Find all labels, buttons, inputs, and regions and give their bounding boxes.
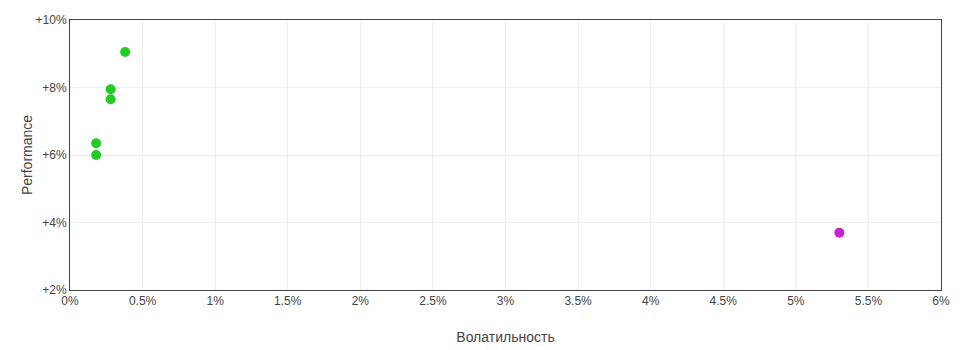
svg-text:2.5%: 2.5% <box>419 294 447 308</box>
svg-text:4%: 4% <box>642 294 660 308</box>
svg-text:Performance: Performance <box>19 115 35 195</box>
svg-text:1.5%: 1.5% <box>274 294 302 308</box>
svg-text:3.5%: 3.5% <box>564 294 592 308</box>
svg-text:2%: 2% <box>352 294 370 308</box>
svg-text:+8%: +8% <box>42 81 67 95</box>
svg-text:6%: 6% <box>932 294 950 308</box>
svg-text:0%: 0% <box>61 294 79 308</box>
svg-text:+4%: +4% <box>42 216 67 230</box>
svg-text:+2%: +2% <box>42 283 67 297</box>
svg-text:5%: 5% <box>787 294 805 308</box>
svg-text:3%: 3% <box>497 294 515 308</box>
svg-text:+10%: +10% <box>36 13 67 27</box>
svg-text:1%: 1% <box>206 294 224 308</box>
svg-text:4.5%: 4.5% <box>710 294 738 308</box>
svg-text:+6%: +6% <box>42 148 67 162</box>
svg-text:0.5%: 0.5% <box>129 294 157 308</box>
svg-text:Волатильность: Волатильность <box>456 329 554 345</box>
svg-text:5.5%: 5.5% <box>855 294 883 308</box>
